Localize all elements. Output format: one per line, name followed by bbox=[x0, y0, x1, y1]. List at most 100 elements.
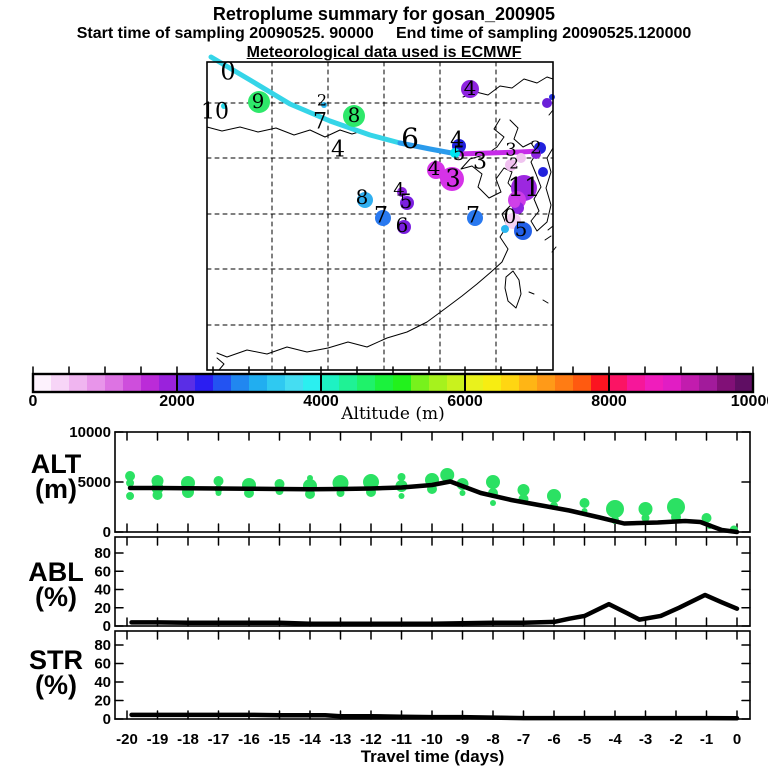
travel-time-tick-label: -7 bbox=[517, 731, 530, 748]
colorbar-segment bbox=[357, 374, 376, 392]
plume-centroid-circle bbox=[542, 98, 552, 108]
map-day-label: 2 bbox=[509, 154, 519, 172]
travel-time-tick-label: -10 bbox=[421, 731, 443, 748]
alt-plume-bubble bbox=[363, 474, 379, 490]
str-label-text: STR bbox=[29, 645, 83, 675]
sampling-time-line: Start time of sampling 20090525. 90000 E… bbox=[76, 25, 692, 42]
alt-plume-bubble bbox=[126, 492, 135, 500]
plume-centroid-circle bbox=[516, 153, 526, 163]
colorbar-segment bbox=[699, 374, 718, 392]
abl-frame bbox=[114, 536, 751, 627]
alt-mean-line bbox=[127, 479, 740, 535]
travel-time-tick-label: -8 bbox=[486, 731, 499, 748]
trajectory-segment bbox=[454, 148, 543, 157]
travel-time-tick-label: 0 bbox=[733, 731, 741, 748]
coastline-path bbox=[544, 235, 552, 241]
colorbar-segment bbox=[537, 374, 556, 392]
map-day-label: 7 bbox=[374, 204, 388, 229]
map-day-label: 11 bbox=[507, 173, 540, 203]
travel-time-tick-label: -2 bbox=[669, 731, 682, 748]
abl-ytick-label: 40 bbox=[94, 582, 111, 599]
colorbar-segment bbox=[717, 374, 736, 392]
str-ytick-label: 60 bbox=[94, 656, 111, 673]
abl-fraction-line bbox=[129, 592, 740, 626]
alt-plume-bubble bbox=[547, 489, 561, 503]
travel-time-tick-label: -19 bbox=[147, 731, 169, 748]
plume-centroid-circle bbox=[397, 220, 411, 234]
abl-ytick-label: 60 bbox=[94, 563, 111, 580]
coastline-path bbox=[547, 225, 554, 231]
colorbar-segment bbox=[447, 374, 466, 392]
plume-centroid-circle bbox=[538, 167, 548, 177]
alt-plume-bubble bbox=[459, 490, 466, 496]
str-unit-text: (%) bbox=[35, 670, 77, 700]
travel-time-tick-label: -18 bbox=[177, 731, 199, 748]
colorbar-segment bbox=[51, 374, 70, 392]
str-ytick-label: 0 bbox=[103, 711, 111, 728]
colorbar-segment bbox=[429, 374, 448, 392]
colorbar-segment bbox=[213, 374, 232, 392]
alt-plume-bubble bbox=[152, 490, 163, 500]
map-day-label: 6 bbox=[396, 213, 409, 237]
travel-time-tick-label: -11 bbox=[391, 731, 412, 748]
alt-unit-text: (m) bbox=[35, 474, 77, 504]
alt-plume-bubble bbox=[305, 489, 315, 499]
coastline-path bbox=[206, 126, 363, 138]
colorbar-segment bbox=[501, 374, 520, 392]
map-day-label: 9 bbox=[252, 89, 265, 113]
trajectory-segment bbox=[397, 140, 460, 157]
coastline-path bbox=[542, 299, 549, 304]
plume-centroid-circle bbox=[514, 222, 532, 240]
colorbar-segment bbox=[465, 374, 484, 392]
colorbar-segment bbox=[645, 374, 664, 392]
map-day-label: 0 bbox=[220, 57, 235, 85]
colorbar-segment bbox=[195, 374, 214, 392]
str-panel-label: STR (%) bbox=[8, 645, 104, 700]
map-day-label: 5 bbox=[400, 189, 413, 213]
plume-centroid-circle bbox=[321, 102, 327, 108]
map-day-label: 2 bbox=[317, 91, 327, 110]
colorbar-tick-label: 6000 bbox=[447, 393, 483, 410]
abl-ytick-label: 0 bbox=[103, 618, 111, 635]
plume-centroid-circle bbox=[549, 94, 555, 100]
plume-centroid-circle bbox=[501, 225, 509, 233]
alt-plume-bubble bbox=[579, 498, 590, 508]
colorbar-segment bbox=[267, 374, 286, 392]
map-day-label: 2 bbox=[530, 137, 541, 158]
travel-time-tick-label: -5 bbox=[578, 731, 591, 748]
alt-plume-bubble bbox=[125, 471, 136, 481]
alt-plume-bubble bbox=[667, 498, 685, 516]
colorbar-segment bbox=[681, 374, 700, 392]
colorbar-segment bbox=[69, 374, 88, 392]
plume-centroid-circle bbox=[343, 105, 365, 127]
trajectory-segment bbox=[208, 54, 403, 146]
str-ytick-label: 40 bbox=[94, 674, 111, 691]
map-day-label: 7 bbox=[466, 204, 480, 229]
map-day-label: 4 bbox=[331, 138, 345, 163]
colorbar-segment bbox=[519, 374, 538, 392]
alt-panel-label: ALT (m) bbox=[8, 449, 104, 504]
colorbar-frame bbox=[31, 372, 755, 394]
travel-time-tick-label: -4 bbox=[608, 731, 622, 748]
travel-time-tick-label: -15 bbox=[269, 731, 291, 748]
alt-plume-bubble bbox=[490, 500, 496, 506]
alt-plume-bubble bbox=[701, 513, 712, 523]
alt-ytick-label: 5000 bbox=[78, 474, 111, 491]
coastline-path bbox=[504, 270, 522, 309]
colorbar-tick-label: 0 bbox=[29, 393, 38, 410]
colorbar-segment bbox=[321, 374, 340, 392]
colorbar-segment bbox=[591, 374, 610, 392]
colorbar-segment bbox=[303, 374, 322, 392]
met-data-line: Meteorological data used is ECMWF bbox=[246, 44, 522, 61]
alt-plume-bubble bbox=[517, 484, 530, 496]
map-day-label: 0 bbox=[504, 204, 517, 228]
map-day-label: 7 bbox=[313, 110, 327, 135]
map-day-label: 8 bbox=[356, 185, 369, 209]
colorbar-segment bbox=[411, 374, 430, 392]
alt-label-text: ALT bbox=[30, 449, 82, 479]
travel-time-tick-label: -12 bbox=[360, 731, 382, 748]
map-day-label: 4 bbox=[393, 179, 404, 200]
plume-centroid-circle bbox=[450, 148, 460, 158]
colorbar-segment bbox=[231, 374, 250, 392]
plume-centroid-circle bbox=[248, 91, 270, 113]
